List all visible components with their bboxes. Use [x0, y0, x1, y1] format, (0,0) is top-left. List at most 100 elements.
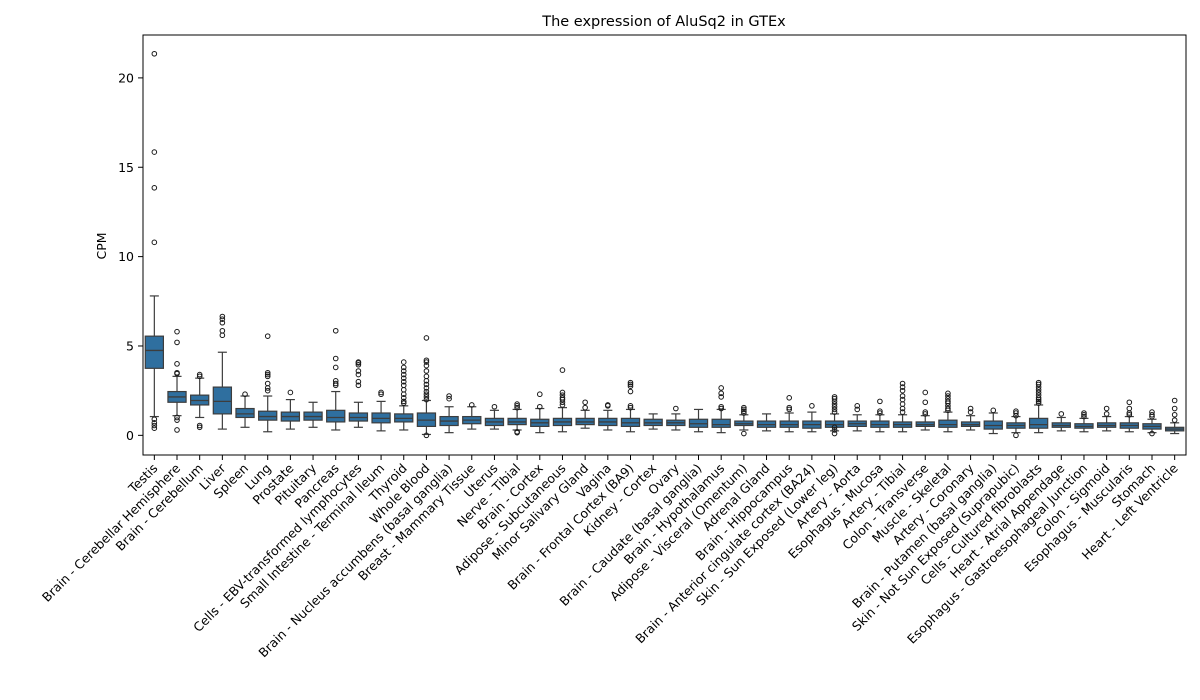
- outlier-point: [1035, 389, 1042, 396]
- outlier-point: [582, 404, 588, 411]
- box-24: [666, 405, 686, 431]
- box-42: [1074, 410, 1094, 433]
- outlier-point: [786, 404, 793, 411]
- outlier-point: [264, 369, 271, 376]
- outlier-point: [514, 429, 520, 436]
- box-10: [348, 359, 369, 428]
- outlier-point: [945, 405, 951, 412]
- outlier-point: [786, 406, 793, 413]
- box-27: [734, 404, 754, 437]
- outlier-point: [219, 332, 226, 339]
- box-14: [439, 393, 459, 434]
- y-tick-label: 15: [118, 160, 134, 175]
- outlier-point: [831, 395, 838, 402]
- box-iqr: [326, 409, 346, 423]
- outlier-point: [219, 316, 226, 322]
- outlier-point: [1058, 411, 1065, 417]
- outlier-point: [582, 399, 588, 406]
- chart-title: The expression of AluSq2 in GTEx: [541, 14, 786, 30]
- outlier-point: [355, 361, 362, 368]
- outlier-point: [741, 430, 747, 437]
- outlier-point: [627, 383, 634, 389]
- outlier-point: [809, 403, 815, 409]
- x-tick-label: Brain - Cerebellar Hemisphere: [39, 460, 183, 604]
- outlier-point: [514, 404, 520, 411]
- outlier-point: [1171, 411, 1178, 418]
- outlier-point: [536, 403, 543, 410]
- outlier-point: [741, 408, 747, 415]
- outlier-point: [899, 384, 906, 390]
- outlier-point: [196, 424, 203, 431]
- box-23: [643, 413, 663, 430]
- outlier-point: [174, 417, 180, 423]
- outlier-point: [945, 390, 951, 397]
- outlier-point: [423, 378, 430, 384]
- box-13: [416, 335, 437, 439]
- outlier-point: [151, 185, 158, 191]
- outlier-point: [423, 362, 430, 369]
- outlier-point: [400, 395, 407, 401]
- outlier-point: [831, 430, 838, 437]
- outlier-point: [1013, 410, 1019, 416]
- outlier-point: [196, 422, 203, 429]
- outlier-point: [922, 409, 929, 415]
- outlier-point: [196, 373, 203, 380]
- box-33: [870, 398, 890, 433]
- outlier-point: [264, 371, 271, 378]
- outlier-point: [1171, 397, 1178, 404]
- outlier-point: [627, 403, 634, 409]
- outlier-point: [378, 391, 384, 398]
- y-axis-label: CPM: [94, 232, 109, 259]
- outlier-point: [400, 364, 407, 371]
- box-1: [144, 50, 165, 431]
- outlier-point: [967, 405, 974, 412]
- box-34: [892, 380, 913, 433]
- outlier-point: [718, 403, 724, 410]
- outlier-point: [1103, 411, 1110, 417]
- box-40: [1028, 379, 1049, 434]
- outlier-point: [174, 427, 180, 433]
- outlier-point: [423, 373, 430, 380]
- outlier-point: [1103, 405, 1110, 412]
- outlier-point: [400, 391, 407, 398]
- outlier-point: [831, 398, 838, 405]
- outlier-point: [400, 359, 407, 365]
- box-15: [462, 402, 482, 430]
- outlier-point: [423, 432, 430, 439]
- box-39: [1006, 408, 1026, 439]
- box-28: [756, 413, 777, 432]
- outlier-point: [605, 403, 611, 409]
- box-32: [847, 403, 867, 432]
- outlier-point: [151, 425, 158, 431]
- outlier-point: [1171, 405, 1178, 412]
- box-46: [1164, 397, 1185, 435]
- outlier-point: [400, 378, 407, 385]
- outlier-point: [151, 149, 158, 155]
- outlier-point: [151, 239, 158, 246]
- outlier-point: [899, 409, 906, 415]
- outlier-point: [332, 355, 339, 362]
- outlier-point: [174, 328, 180, 335]
- outlier-point: [1149, 413, 1155, 420]
- box-iqr: [1028, 417, 1049, 429]
- box-11: [371, 389, 391, 432]
- outlier-point: [514, 403, 520, 409]
- box-8: [303, 401, 323, 428]
- outlier-point: [741, 406, 747, 413]
- outlier-point: [355, 378, 362, 385]
- box-5: [235, 391, 255, 428]
- outlier-point: [990, 407, 997, 414]
- outlier-point: [1013, 412, 1019, 419]
- box-7: [280, 389, 301, 430]
- outlier-point: [1035, 396, 1042, 403]
- box-2: [167, 328, 187, 433]
- y-tick-label: 10: [118, 249, 134, 264]
- outlier-point: [922, 399, 929, 406]
- outlier-point: [627, 381, 634, 388]
- y-tick-label: 5: [126, 338, 134, 353]
- outlier-point: [559, 396, 566, 403]
- outlier-point: [423, 335, 430, 341]
- outlier-point: [355, 382, 362, 389]
- box-16: [484, 403, 505, 430]
- box-20: [575, 399, 595, 429]
